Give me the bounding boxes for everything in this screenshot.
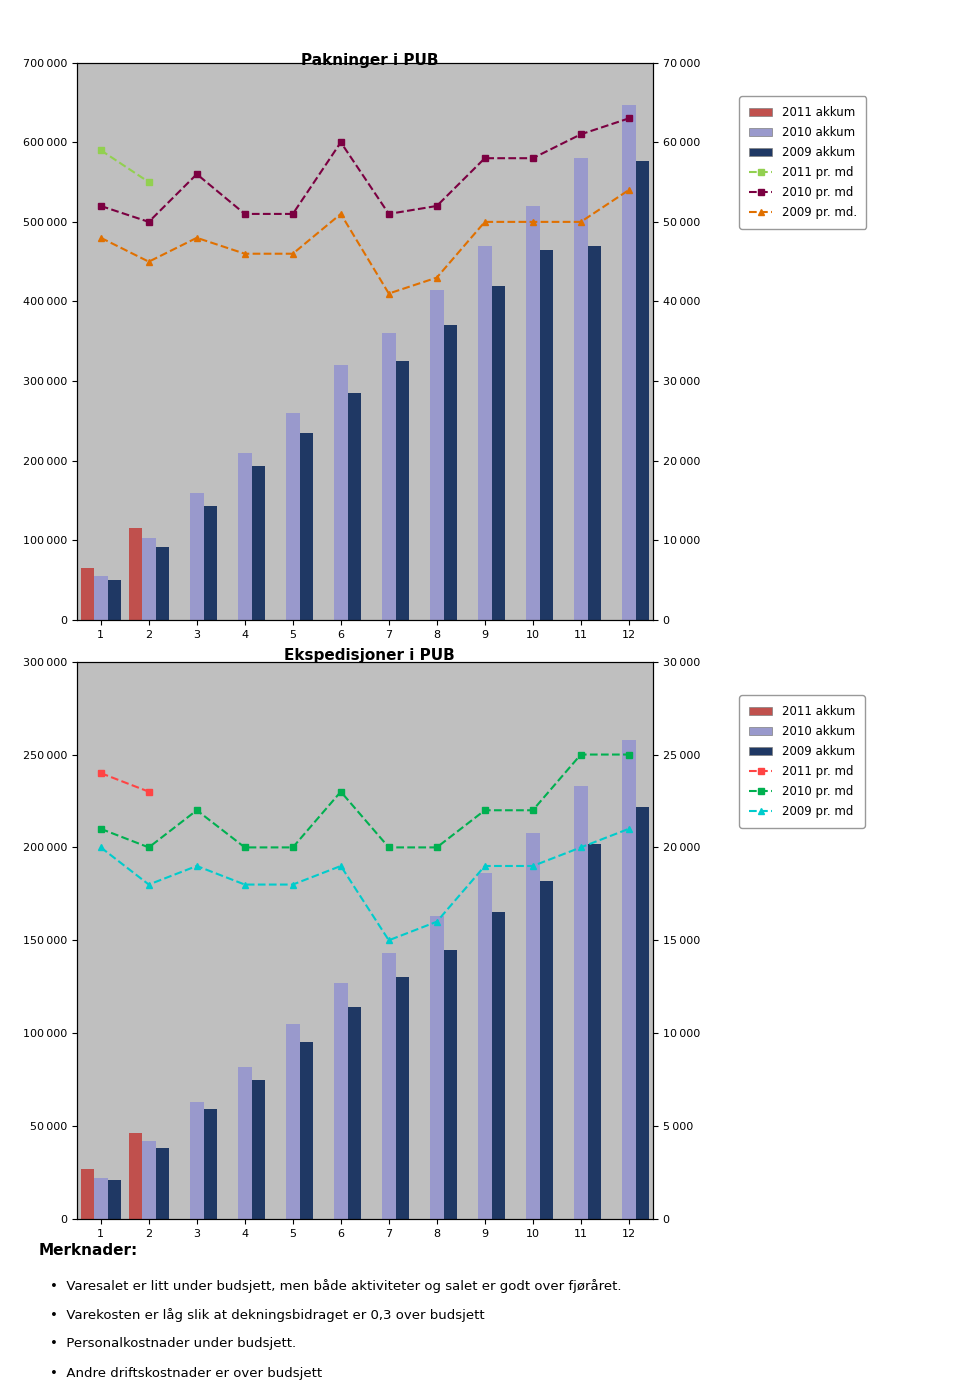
Bar — [94, 577, 108, 620]
Bar — [526, 833, 540, 1219]
Bar — [636, 807, 649, 1219]
Bar — [444, 950, 457, 1219]
Bar — [492, 912, 505, 1219]
Bar — [430, 290, 444, 620]
Bar — [540, 249, 553, 620]
Bar — [588, 245, 601, 620]
Bar — [574, 159, 588, 620]
Legend: 2011 akkum, 2010 akkum, 2009 akkum, 2011 pr. md, 2010 pr. md, 2009 pr. md: 2011 akkum, 2010 akkum, 2009 akkum, 2011… — [739, 695, 865, 827]
Bar — [142, 538, 156, 620]
Bar — [382, 333, 396, 620]
Bar — [81, 568, 94, 620]
Text: •  Andre driftskostnader er over budsjett: • Andre driftskostnader er over budsjett — [50, 1367, 322, 1379]
Bar — [396, 361, 409, 620]
Bar — [574, 786, 588, 1219]
Bar — [238, 1067, 252, 1219]
Bar — [348, 1007, 361, 1219]
Bar — [526, 206, 540, 620]
Text: •  Varesalet er litt under budsjett, men både aktiviteter og salet er godt over : • Varesalet er litt under budsjett, men … — [50, 1279, 621, 1293]
Bar — [204, 506, 217, 620]
Bar — [252, 1080, 265, 1219]
Bar — [300, 433, 313, 620]
Text: •  Personalkostnader under budsjett.: • Personalkostnader under budsjett. — [50, 1337, 296, 1350]
Bar — [129, 528, 142, 620]
Bar — [622, 104, 636, 620]
Bar — [204, 1109, 217, 1219]
Bar — [156, 546, 169, 620]
Bar — [444, 326, 457, 620]
Text: •  Varekosten er låg slik at dekningsbidraget er 0,3 over budsjett: • Varekosten er låg slik at dekningsbidr… — [50, 1308, 485, 1322]
Text: Ekspedisjoner i PUB: Ekspedisjoner i PUB — [284, 648, 455, 663]
Bar — [636, 160, 649, 620]
Bar — [108, 1180, 121, 1219]
Bar — [300, 1042, 313, 1219]
Bar — [382, 953, 396, 1219]
Text: Pakninger i PUB: Pakninger i PUB — [300, 53, 439, 68]
Bar — [252, 467, 265, 620]
Bar — [156, 1148, 169, 1219]
Bar — [478, 245, 492, 620]
Bar — [430, 917, 444, 1219]
Bar — [142, 1141, 156, 1219]
Bar — [588, 844, 601, 1219]
Bar — [238, 453, 252, 620]
Bar — [190, 493, 204, 620]
Bar — [286, 412, 300, 620]
Bar — [492, 286, 505, 620]
Bar — [190, 1102, 204, 1219]
Bar — [540, 880, 553, 1219]
Bar — [81, 1169, 94, 1219]
Bar — [334, 365, 348, 620]
Legend: 2011 akkum, 2010 akkum, 2009 akkum, 2011 pr. md, 2010 pr. md, 2009 pr. md.: 2011 akkum, 2010 akkum, 2009 akkum, 2011… — [739, 96, 867, 228]
Bar — [622, 740, 636, 1219]
Bar — [334, 983, 348, 1219]
Bar — [94, 1178, 108, 1219]
Text: Merknader:: Merknader: — [38, 1243, 137, 1258]
Bar — [129, 1134, 142, 1219]
Bar — [396, 978, 409, 1219]
Bar — [286, 1024, 300, 1219]
Bar — [108, 579, 121, 620]
Bar — [348, 393, 361, 620]
Bar — [478, 873, 492, 1219]
